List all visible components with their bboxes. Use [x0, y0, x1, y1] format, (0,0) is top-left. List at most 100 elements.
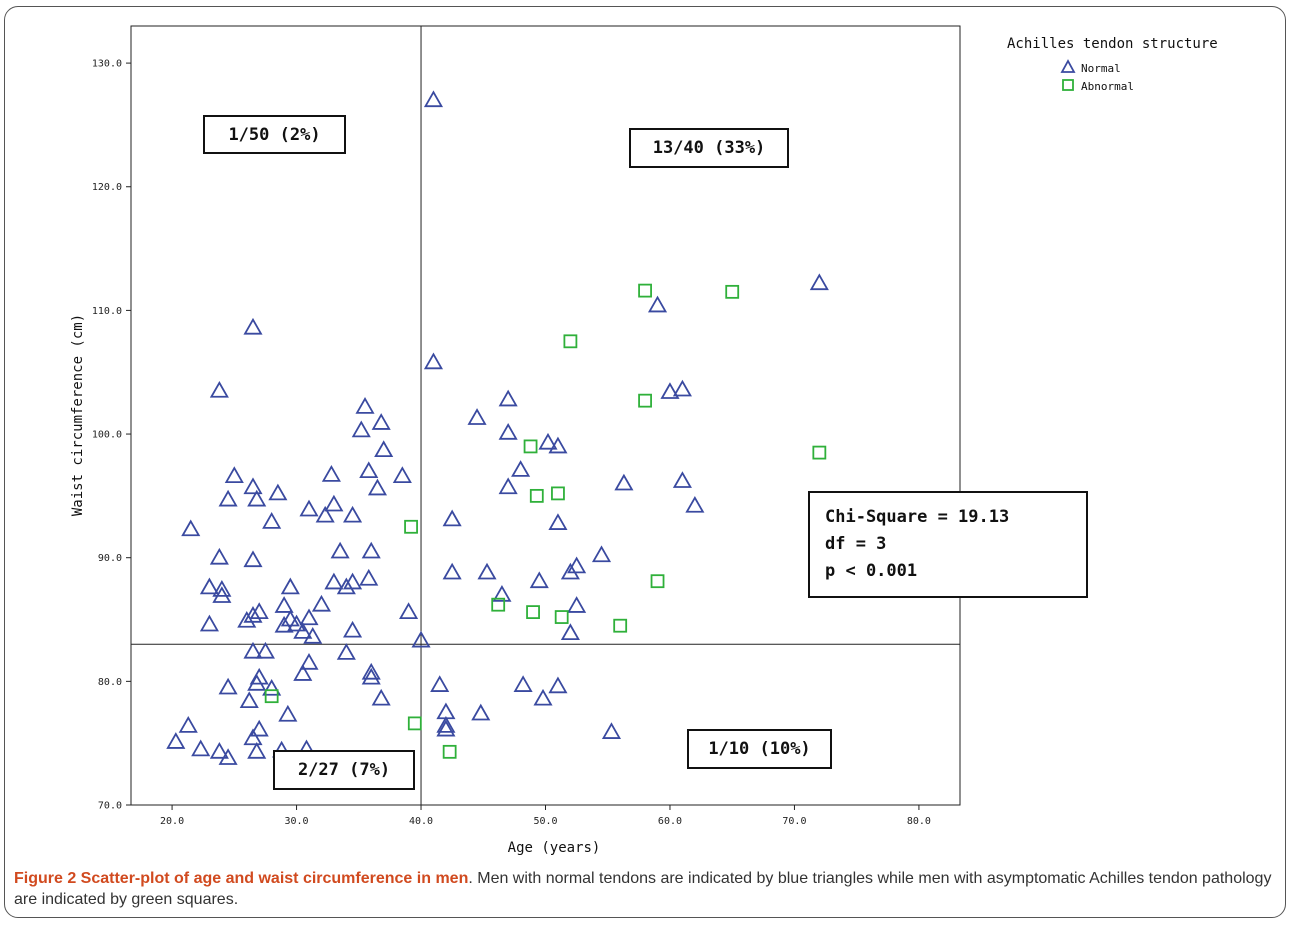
point-normal-triangle — [311, 594, 331, 612]
point-normal-triangle — [567, 556, 587, 574]
y-tick-label: 80.0 — [98, 677, 122, 688]
stat-chi-square: Chi-Square = 19.13 — [825, 507, 1009, 527]
point-abnormal-square — [725, 284, 740, 299]
statistics-box: Chi-Square = 19.13 df = 3 p < 0.001 — [808, 491, 1088, 598]
point-normal-triangle — [423, 90, 444, 108]
point-normal-triangle — [423, 352, 444, 370]
point-normal-triangle — [436, 716, 456, 733]
point-normal-triangle — [212, 586, 232, 603]
point-normal-triangle — [392, 466, 412, 483]
stat-p-value: p < 0.001 — [825, 561, 917, 581]
point-normal-triangle — [243, 606, 263, 623]
point-abnormal-square — [650, 574, 665, 589]
x-axis-label: Age (years) — [508, 840, 601, 856]
point-abnormal-square — [613, 618, 628, 633]
point-normal-triangle — [672, 471, 692, 488]
point-normal-triangle — [243, 317, 263, 335]
x-tick-label: 40.0 — [409, 816, 433, 827]
plot-area: 20.0 30.0 40.0 50.0 60.0 70.0 80.0 70.0 80.0 90.0… — [92, 25, 961, 827]
point-normal-triangle — [442, 562, 462, 580]
point-normal-triangle — [218, 748, 238, 765]
point-normal-triangle — [471, 703, 491, 721]
point-normal-triangle — [178, 716, 198, 733]
legend-item-abnormal: Abnormal — [1081, 80, 1134, 93]
point-normal-triangle — [367, 478, 388, 496]
point-normal-triangle — [529, 571, 549, 589]
point-normal-triangle — [209, 742, 229, 759]
y-tick-label: 90.0 — [98, 553, 122, 564]
point-normal-triangle — [324, 494, 344, 512]
point-normal-triangle — [239, 691, 259, 709]
point-normal-triangle — [591, 545, 612, 563]
x-tick-label: 20.0 — [160, 816, 184, 827]
point-normal-triangle — [371, 413, 391, 430]
point-normal-triangle — [647, 295, 668, 313]
point-normal-triangle — [492, 584, 512, 602]
point-normal-triangle — [299, 608, 319, 626]
point-normal-triangle — [355, 397, 375, 414]
point-normal-triangle — [212, 580, 232, 597]
caption-text: . Men with normal tendons are indicated … — [14, 870, 1272, 908]
point-normal-triangle — [243, 550, 263, 568]
x-tick-label: 30.0 — [285, 816, 309, 827]
annotation-bottom-left-text: 2/27 (7%) — [298, 760, 390, 780]
point-normal-triangle — [399, 602, 419, 620]
point-abnormal-square — [404, 519, 418, 534]
x-tick-label: 50.0 — [533, 816, 557, 827]
point-abnormal-square — [526, 605, 540, 620]
point-normal-triangle — [809, 273, 829, 291]
point-normal-triangle — [330, 541, 350, 559]
point-normal-triangle — [351, 420, 371, 438]
point-normal-triangle — [660, 382, 680, 399]
annotation-top-left-text: 1/50 (2%) — [228, 125, 320, 145]
point-normal-triangle — [533, 688, 553, 706]
axis-ticks: 20.0 30.0 40.0 50.0 60.0 70.0 80.0 70.0 80.0 90.0… — [92, 59, 931, 827]
point-normal-triangle — [371, 688, 391, 706]
legend: Achilles tendon structure Normal Abnorma… — [1007, 36, 1218, 93]
point-normal-triangle — [511, 460, 531, 477]
y-tick-label: 120.0 — [92, 182, 122, 193]
point-normal-triangle — [191, 739, 211, 757]
point-abnormal-square — [554, 610, 569, 624]
point-normal-triangle — [442, 509, 462, 527]
annotation-top-left: 1/50 (2%) — [203, 115, 346, 154]
point-abnormal-square — [638, 393, 652, 408]
point-normal-triangle — [218, 677, 238, 695]
y-axis-label: Waist circumference (cm) — [70, 314, 86, 516]
point-normal-triangle — [249, 602, 269, 620]
point-normal-triangle — [249, 719, 269, 737]
point-normal-triangle — [249, 667, 269, 685]
point-normal-triangle — [218, 489, 238, 507]
point-normal-triangle — [343, 572, 363, 590]
point-normal-triangle — [278, 704, 298, 722]
point-normal-triangle — [209, 547, 229, 565]
point-normal-triangle — [467, 408, 487, 425]
point-normal-triangle — [199, 614, 219, 632]
x-tick-label: 60.0 — [658, 816, 682, 827]
point-normal-triangle — [262, 512, 282, 529]
point-normal-triangle — [343, 505, 363, 523]
caption-title: Figure 2 Scatter-plot of age and waist c… — [14, 870, 469, 887]
point-normal-triangle — [361, 541, 381, 559]
point-normal-triangle — [614, 473, 634, 491]
legend-triangle-icon — [1060, 59, 1076, 73]
point-normal-triangle — [280, 609, 300, 627]
point-normal-triangle — [477, 562, 497, 580]
point-normal-triangle — [199, 577, 219, 595]
legend-item-normal: Normal — [1081, 62, 1121, 75]
point-normal-triangle — [324, 572, 344, 590]
point-normal-triangle — [336, 643, 356, 660]
annotation-bottom-right: 1/10 (10%) — [687, 729, 832, 769]
annotation-bottom-left: 2/27 (7%) — [273, 750, 415, 790]
point-normal-triangle — [411, 630, 431, 648]
point-normal-triangle — [548, 676, 568, 694]
figure-caption: Figure 2 Scatter-plot of age and waist c… — [14, 868, 1276, 910]
point-normal-triangle — [359, 568, 379, 586]
point-normal-triangle — [181, 519, 201, 537]
data-points — [166, 90, 829, 765]
point-normal-triangle — [224, 466, 244, 483]
y-tick-label: 130.0 — [92, 59, 122, 70]
point-abnormal-square — [264, 689, 279, 704]
point-normal-triangle — [243, 641, 263, 659]
